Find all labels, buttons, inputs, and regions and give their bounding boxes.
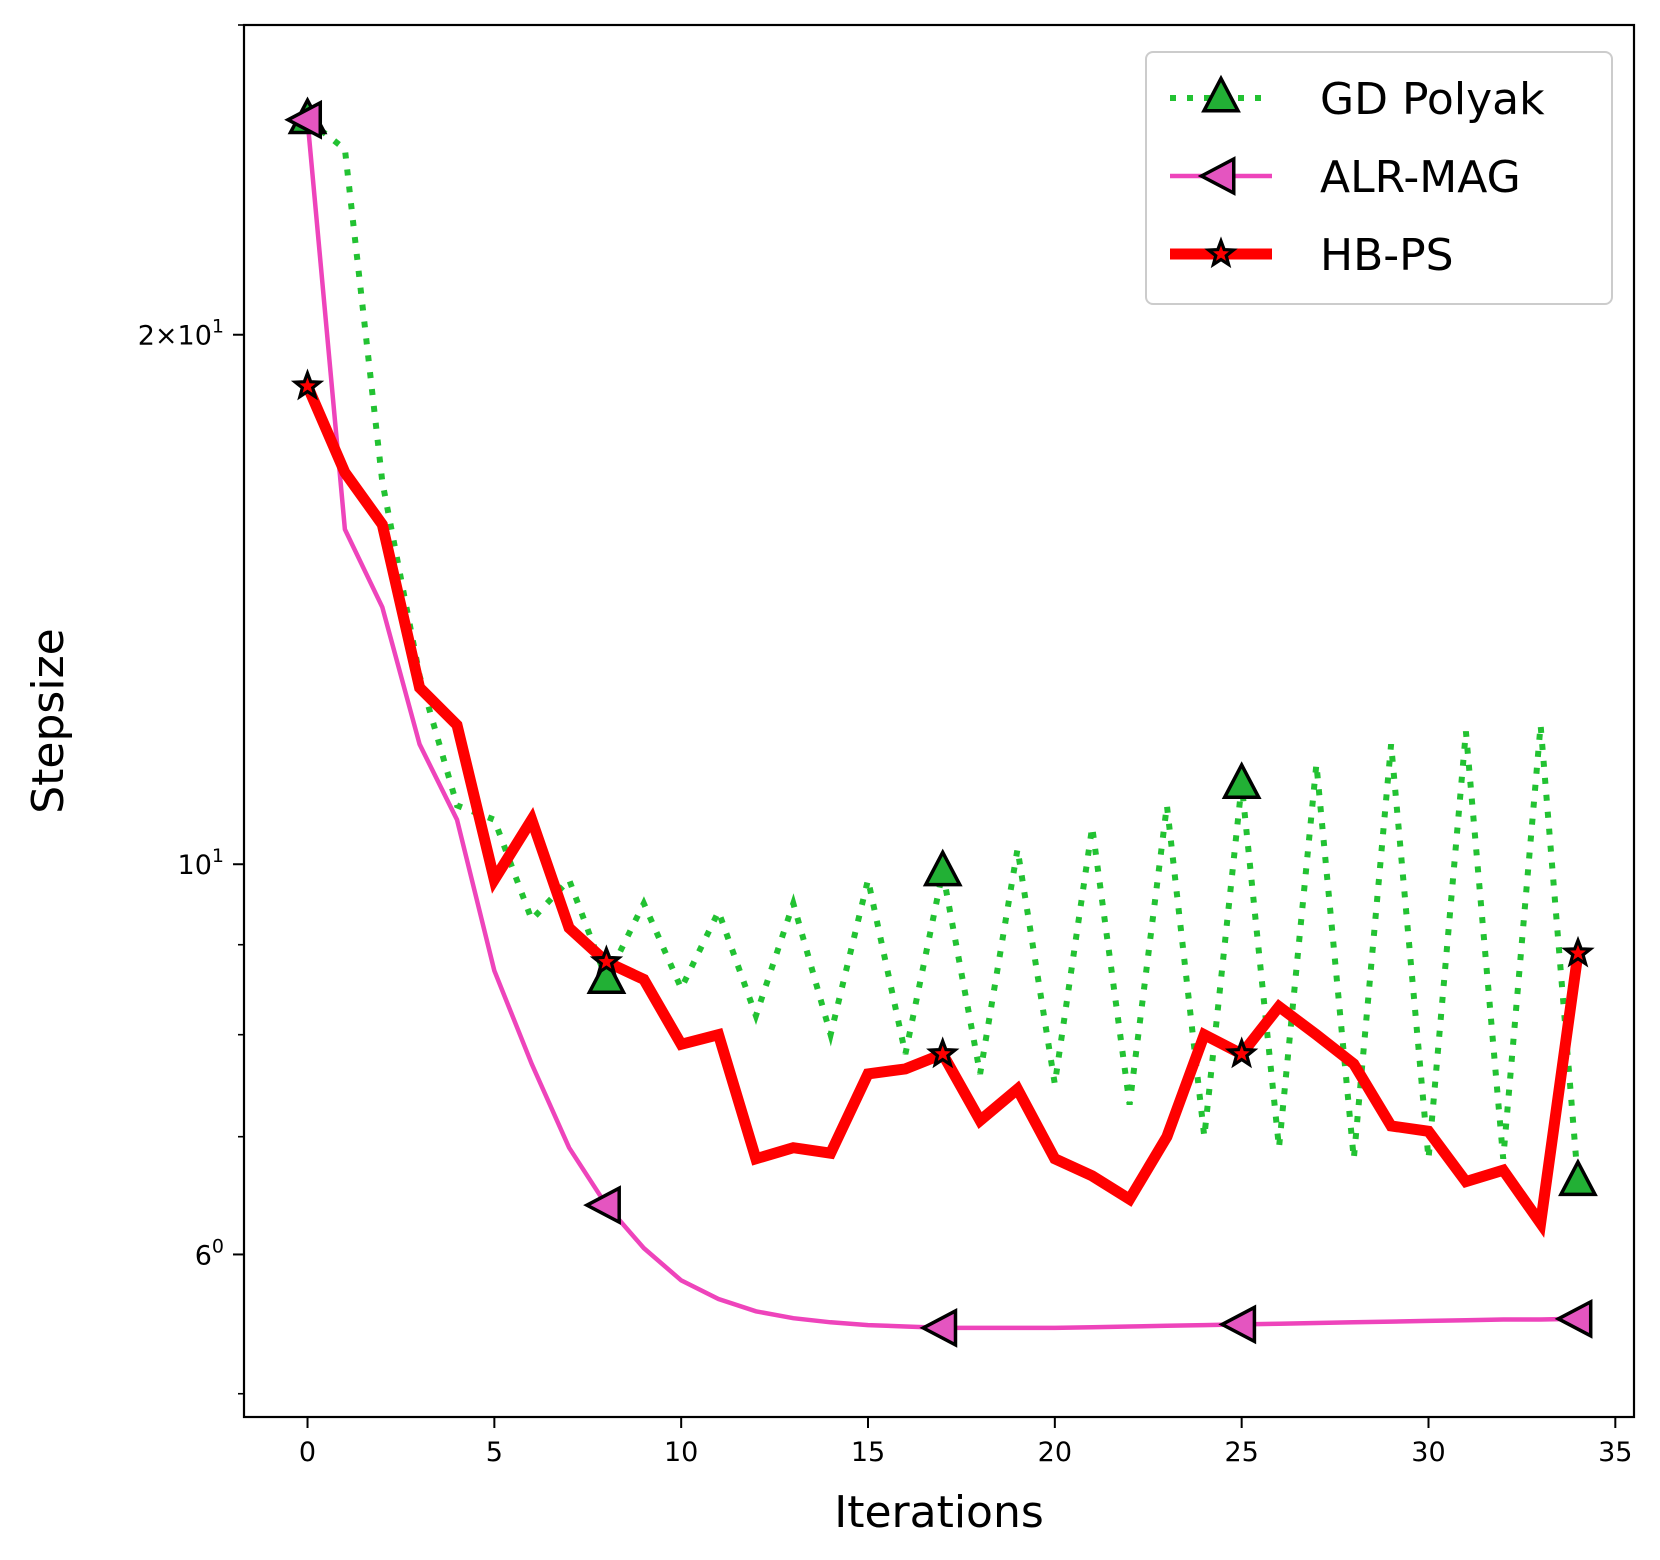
x-tick-label: 15 (851, 1437, 885, 1468)
data-point-alr-mag-25 (1218, 1304, 1257, 1345)
x-tick-label: 35 (1598, 1437, 1632, 1468)
y-tick-label: 2×101 (138, 316, 224, 352)
data-point-alr-mag-0 (284, 99, 323, 140)
marker-layer (284, 96, 1598, 1348)
y-axis-label: Stepsize (23, 628, 74, 814)
data-point-alr-mag-8 (583, 1185, 621, 1226)
data-point-gd-polyak-17 (922, 848, 963, 887)
y-axis: 60 101 2×101 (138, 24, 244, 1395)
x-axis: 0 5 10 15 20 25 30 35 (299, 1417, 1632, 1468)
data-point-alr-mag-34 (1554, 1298, 1593, 1339)
legend-marker-gd-polyak (1201, 74, 1241, 113)
data-point-alr-mag-17 (919, 1308, 958, 1348)
legend-label-alr-mag: ALR-MAG (1320, 152, 1521, 203)
legend-box (1145, 51, 1613, 305)
data-point-hb-ps-25 (1224, 1036, 1259, 1069)
data-point-gd-polyak-25 (1221, 761, 1262, 800)
y-tick-label: 60 (195, 1235, 224, 1271)
plot-frame (242, 23, 1636, 1419)
legend-marker-hb-ps (1204, 236, 1238, 269)
legend-label-hb-ps: HB-PS (1320, 230, 1454, 281)
legend-marker-alr-mag (1197, 156, 1236, 196)
data-point-hb-ps-34 (1561, 935, 1595, 968)
legend: GD Polyak ALR-MAG HB-PS (1145, 51, 1613, 305)
x-tick-label: 25 (1224, 1437, 1258, 1468)
x-tick-label: 5 (486, 1437, 503, 1468)
x-tick-label: 30 (1411, 1437, 1445, 1468)
data-point-gd-polyak-8 (586, 956, 627, 994)
data-point-hb-ps-17 (926, 1036, 960, 1069)
data-point-gd-polyak-34 (1558, 1158, 1598, 1197)
x-tick-label: 10 (664, 1437, 698, 1468)
x-tick-label: 0 (299, 1437, 316, 1468)
y-tick-label: 101 (178, 845, 224, 881)
x-axis-label: Iterations (834, 1487, 1044, 1538)
legend-label-gd-polyak: GD Polyak (1320, 74, 1545, 125)
x-tick-label: 20 (1038, 1437, 1072, 1468)
data-point-hb-ps-0 (290, 368, 325, 401)
data-point-hb-ps-8 (589, 944, 624, 977)
